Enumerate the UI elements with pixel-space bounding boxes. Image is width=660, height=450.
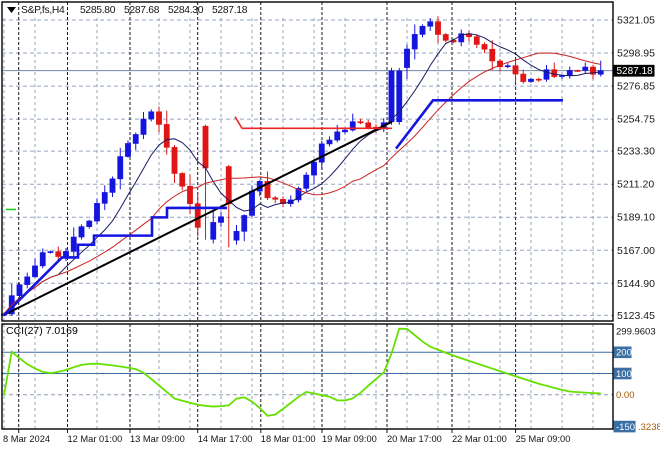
svg-text:-150: -150: [616, 422, 635, 433]
svg-text:5321.05: 5321.05: [617, 15, 655, 27]
svg-text:5287.68: 5287.68: [124, 5, 160, 16]
svg-text:CCI(27) 7.0169: CCI(27) 7.0169: [6, 325, 78, 337]
svg-text:5298.95: 5298.95: [617, 48, 655, 60]
svg-text:19 Mar 09:00: 19 Mar 09:00: [322, 434, 377, 444]
svg-text:5144.90: 5144.90: [617, 278, 655, 290]
svg-text:5276.85: 5276.85: [617, 81, 655, 93]
svg-text:5211.20: 5211.20: [617, 179, 654, 191]
svg-text:5285.80: 5285.80: [80, 5, 116, 16]
svg-text:14 Mar 17:00: 14 Mar 17:00: [198, 434, 253, 444]
svg-text:299.9603: 299.9603: [616, 326, 656, 337]
svg-text:12 Mar 01:00: 12 Mar 01:00: [68, 434, 123, 444]
svg-text:5167.00: 5167.00: [617, 245, 655, 257]
svg-text:.3238: .3238: [638, 422, 660, 433]
svg-text:5287.18: 5287.18: [212, 5, 248, 16]
svg-text:22 Mar 01:00: 22 Mar 01:00: [452, 434, 507, 444]
svg-text:13 Mar 09:00: 13 Mar 09:00: [130, 434, 185, 444]
svg-text:18 Mar 01:00: 18 Mar 01:00: [261, 434, 316, 444]
svg-text:5287.18: 5287.18: [617, 66, 654, 77]
svg-text:5233.30: 5233.30: [617, 146, 655, 158]
svg-text:5284.30: 5284.30: [168, 5, 204, 16]
svg-text:5254.75: 5254.75: [617, 114, 655, 126]
svg-text:5123.45: 5123.45: [617, 310, 655, 322]
svg-text:200: 200: [616, 348, 632, 359]
svg-text:20 Mar 17:00: 20 Mar 17:00: [387, 434, 442, 444]
svg-text:25 Mar 09:00: 25 Mar 09:00: [516, 434, 571, 444]
svg-text:5189.10: 5189.10: [617, 212, 655, 224]
svg-text:0.00: 0.00: [616, 390, 635, 401]
svg-text:100: 100: [616, 369, 632, 380]
svg-text:8 Mar 2024: 8 Mar 2024: [3, 434, 50, 444]
svg-text:S&P,fs,H4: S&P,fs,H4: [21, 5, 65, 16]
